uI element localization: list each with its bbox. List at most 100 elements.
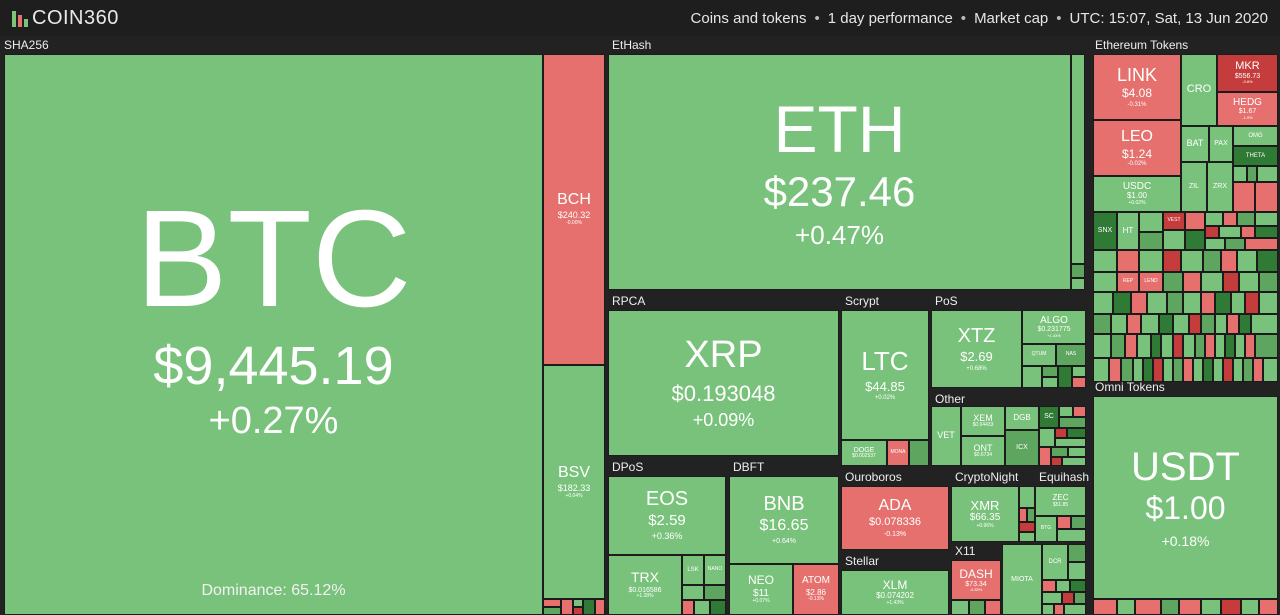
small-coin-tile[interactable] [1183,292,1201,314]
small-coin-tile[interactable] [1071,278,1085,290]
small-coin-tile[interactable] [1163,250,1181,272]
small-coin-tile[interactable] [1125,334,1137,358]
small-coin-tile[interactable] [1153,358,1163,382]
small-coin-tile[interactable] [1143,358,1153,382]
small-coin-tile[interactable] [1237,212,1255,226]
small-coin-tile[interactable] [1253,358,1263,382]
small-coin-tile[interactable] [1173,358,1183,382]
small-coin-tile[interactable] [1019,522,1035,532]
coin-tile-nas[interactable]: NAS [1056,344,1086,366]
filter-metric[interactable]: Market cap [974,9,1049,27]
small-coin-tile[interactable] [1201,314,1215,334]
coin-tile-doge[interactable]: DOGE $0.002537 [841,440,887,466]
small-coin-tile[interactable] [1055,428,1067,438]
small-coin-tile[interactable] [1255,182,1278,212]
small-coin-tile[interactable] [985,600,1001,615]
coin-tile-neo[interactable]: NEO $11 +0.07% [729,564,793,615]
small-coin-tile[interactable] [1233,358,1243,382]
coin-tile-small-scrypt[interactable] [909,440,929,466]
small-coin-tile[interactable] [1093,334,1111,358]
small-coin-tile[interactable] [1117,250,1139,272]
coin-tile-mona[interactable]: MONA [887,440,909,466]
small-coin-tile[interactable] [1093,599,1117,615]
coin-tile-mkr[interactable]: MKR $556.73 -0.8% [1217,54,1278,92]
small-coin-tile[interactable] [1161,334,1173,358]
small-coin-tile[interactable] [1058,366,1072,388]
small-coin-tile[interactable] [1183,272,1201,292]
coin-tile-trx[interactable]: TRX $0.016586 +1.28% [608,555,682,615]
small-coin-tile[interactable] [1042,604,1054,615]
small-coin-tile[interactable] [1051,457,1062,466]
small-coin-tile[interactable] [1022,366,1042,388]
filter-coins-tokens[interactable]: Coins and tokens [690,9,807,27]
coin-tile-xmr[interactable]: XMR $66.35 +0.96% [951,486,1019,542]
small-coin-tile[interactable] [1111,314,1127,334]
coin-tile-eos[interactable]: EOS $2.59 +0.36% [608,476,726,555]
small-coin-tile[interactable] [1055,438,1086,447]
small-coin-tile[interactable] [1173,334,1183,358]
small-coin-tile[interactable] [1071,54,1085,264]
coin-tile-qtum[interactable]: QTUM [1022,344,1056,366]
coin-tile-pax[interactable]: PAX [1209,126,1233,162]
small-coin-tile[interactable] [951,600,969,615]
small-coin-tile[interactable] [1072,377,1086,388]
coin-tile-ltc[interactable]: LTC $44.85 +0.02% [841,310,929,440]
small-coin-tile[interactable] [1189,314,1201,334]
small-coin-tile[interactable] [561,599,573,615]
small-coin-tile[interactable] [1245,238,1278,250]
small-coin-tile[interactable] [1185,230,1205,250]
coin360-logo[interactable]: COIN360 [12,7,119,30]
small-coin-tile[interactable] [1139,212,1163,232]
small-coin-tile[interactable] [1205,226,1219,238]
small-coin-tile[interactable] [1231,292,1245,314]
coin-tile-hedg[interactable]: HEDG $1.67 -1.9% [1217,92,1278,126]
small-coin-tile[interactable] [1071,516,1086,529]
small-coin-tile[interactable] [1215,292,1231,314]
small-coin-tile[interactable] [1042,377,1058,388]
small-coin-tile[interactable] [1042,580,1056,592]
small-coin-tile[interactable] [1255,212,1278,226]
coin-tile-xtz[interactable]: XTZ $2.69 +0.68% [931,310,1022,388]
small-coin-tile[interactable] [1074,592,1086,604]
coin-tile-usdc[interactable]: USDC $1.00 +0.02% [1093,176,1181,212]
small-coin-tile[interactable] [583,599,595,615]
small-coin-tile[interactable] [1093,358,1109,382]
small-coin-tile[interactable] [704,585,726,600]
small-coin-tile[interactable] [1201,599,1221,615]
small-coin-tile[interactable] [1163,358,1173,382]
small-coin-tile[interactable] [1257,250,1278,272]
coin-tile-sc[interactable]: SC [1039,406,1059,428]
coin-tile-nano[interactable]: NANO [704,555,726,585]
coin-tile-lend[interactable]: LEND [1139,272,1163,292]
coin-tile-vest[interactable]: VEST [1163,212,1185,230]
coin-tile-lsk[interactable]: LSK [682,555,704,585]
coin-tile-leo[interactable]: LEO $1.24 -0.02% [1093,120,1181,176]
small-coin-tile[interactable] [1042,366,1058,377]
small-coin-tile[interactable] [1239,314,1251,334]
small-coin-tile[interactable] [1223,358,1233,382]
small-coin-tile[interactable] [1247,166,1257,182]
small-coin-tile[interactable] [1203,358,1213,382]
small-coin-tile[interactable] [1173,314,1189,334]
small-coin-tile[interactable] [1059,406,1073,417]
small-coin-tile[interactable] [1167,292,1183,314]
coin-tile-vet[interactable]: VET [931,406,961,466]
coin-tile-miota[interactable]: MIOTA [1002,544,1042,615]
coin-tile-link[interactable]: LINK $4.08 -0.31% [1093,54,1181,120]
coin-tile-eth[interactable]: ETH $237.46 +0.47% [608,54,1071,290]
small-coin-tile[interactable] [1239,272,1259,292]
small-coin-tile[interactable] [1179,599,1201,615]
coin-tile-btc[interactable]: BTC $9,445.19 +0.27% Dominance: 65.12% [4,54,543,615]
small-coin-tile[interactable] [1205,212,1223,226]
coin-tile-dcr[interactable]: DCR [1042,544,1068,580]
small-coin-tile[interactable] [1109,358,1121,382]
small-coin-tile[interactable] [1183,358,1193,382]
small-coin-tile[interactable] [1070,580,1086,592]
coin-tile-ont[interactable]: ONT $0.6734 [961,436,1005,466]
small-coin-tile[interactable] [1062,457,1086,466]
small-coin-tile[interactable] [1185,212,1205,230]
small-coin-tile[interactable] [595,599,605,615]
small-coin-tile[interactable] [1201,272,1223,292]
small-coin-tile[interactable] [1233,166,1247,182]
small-coin-tile[interactable] [1137,334,1151,358]
